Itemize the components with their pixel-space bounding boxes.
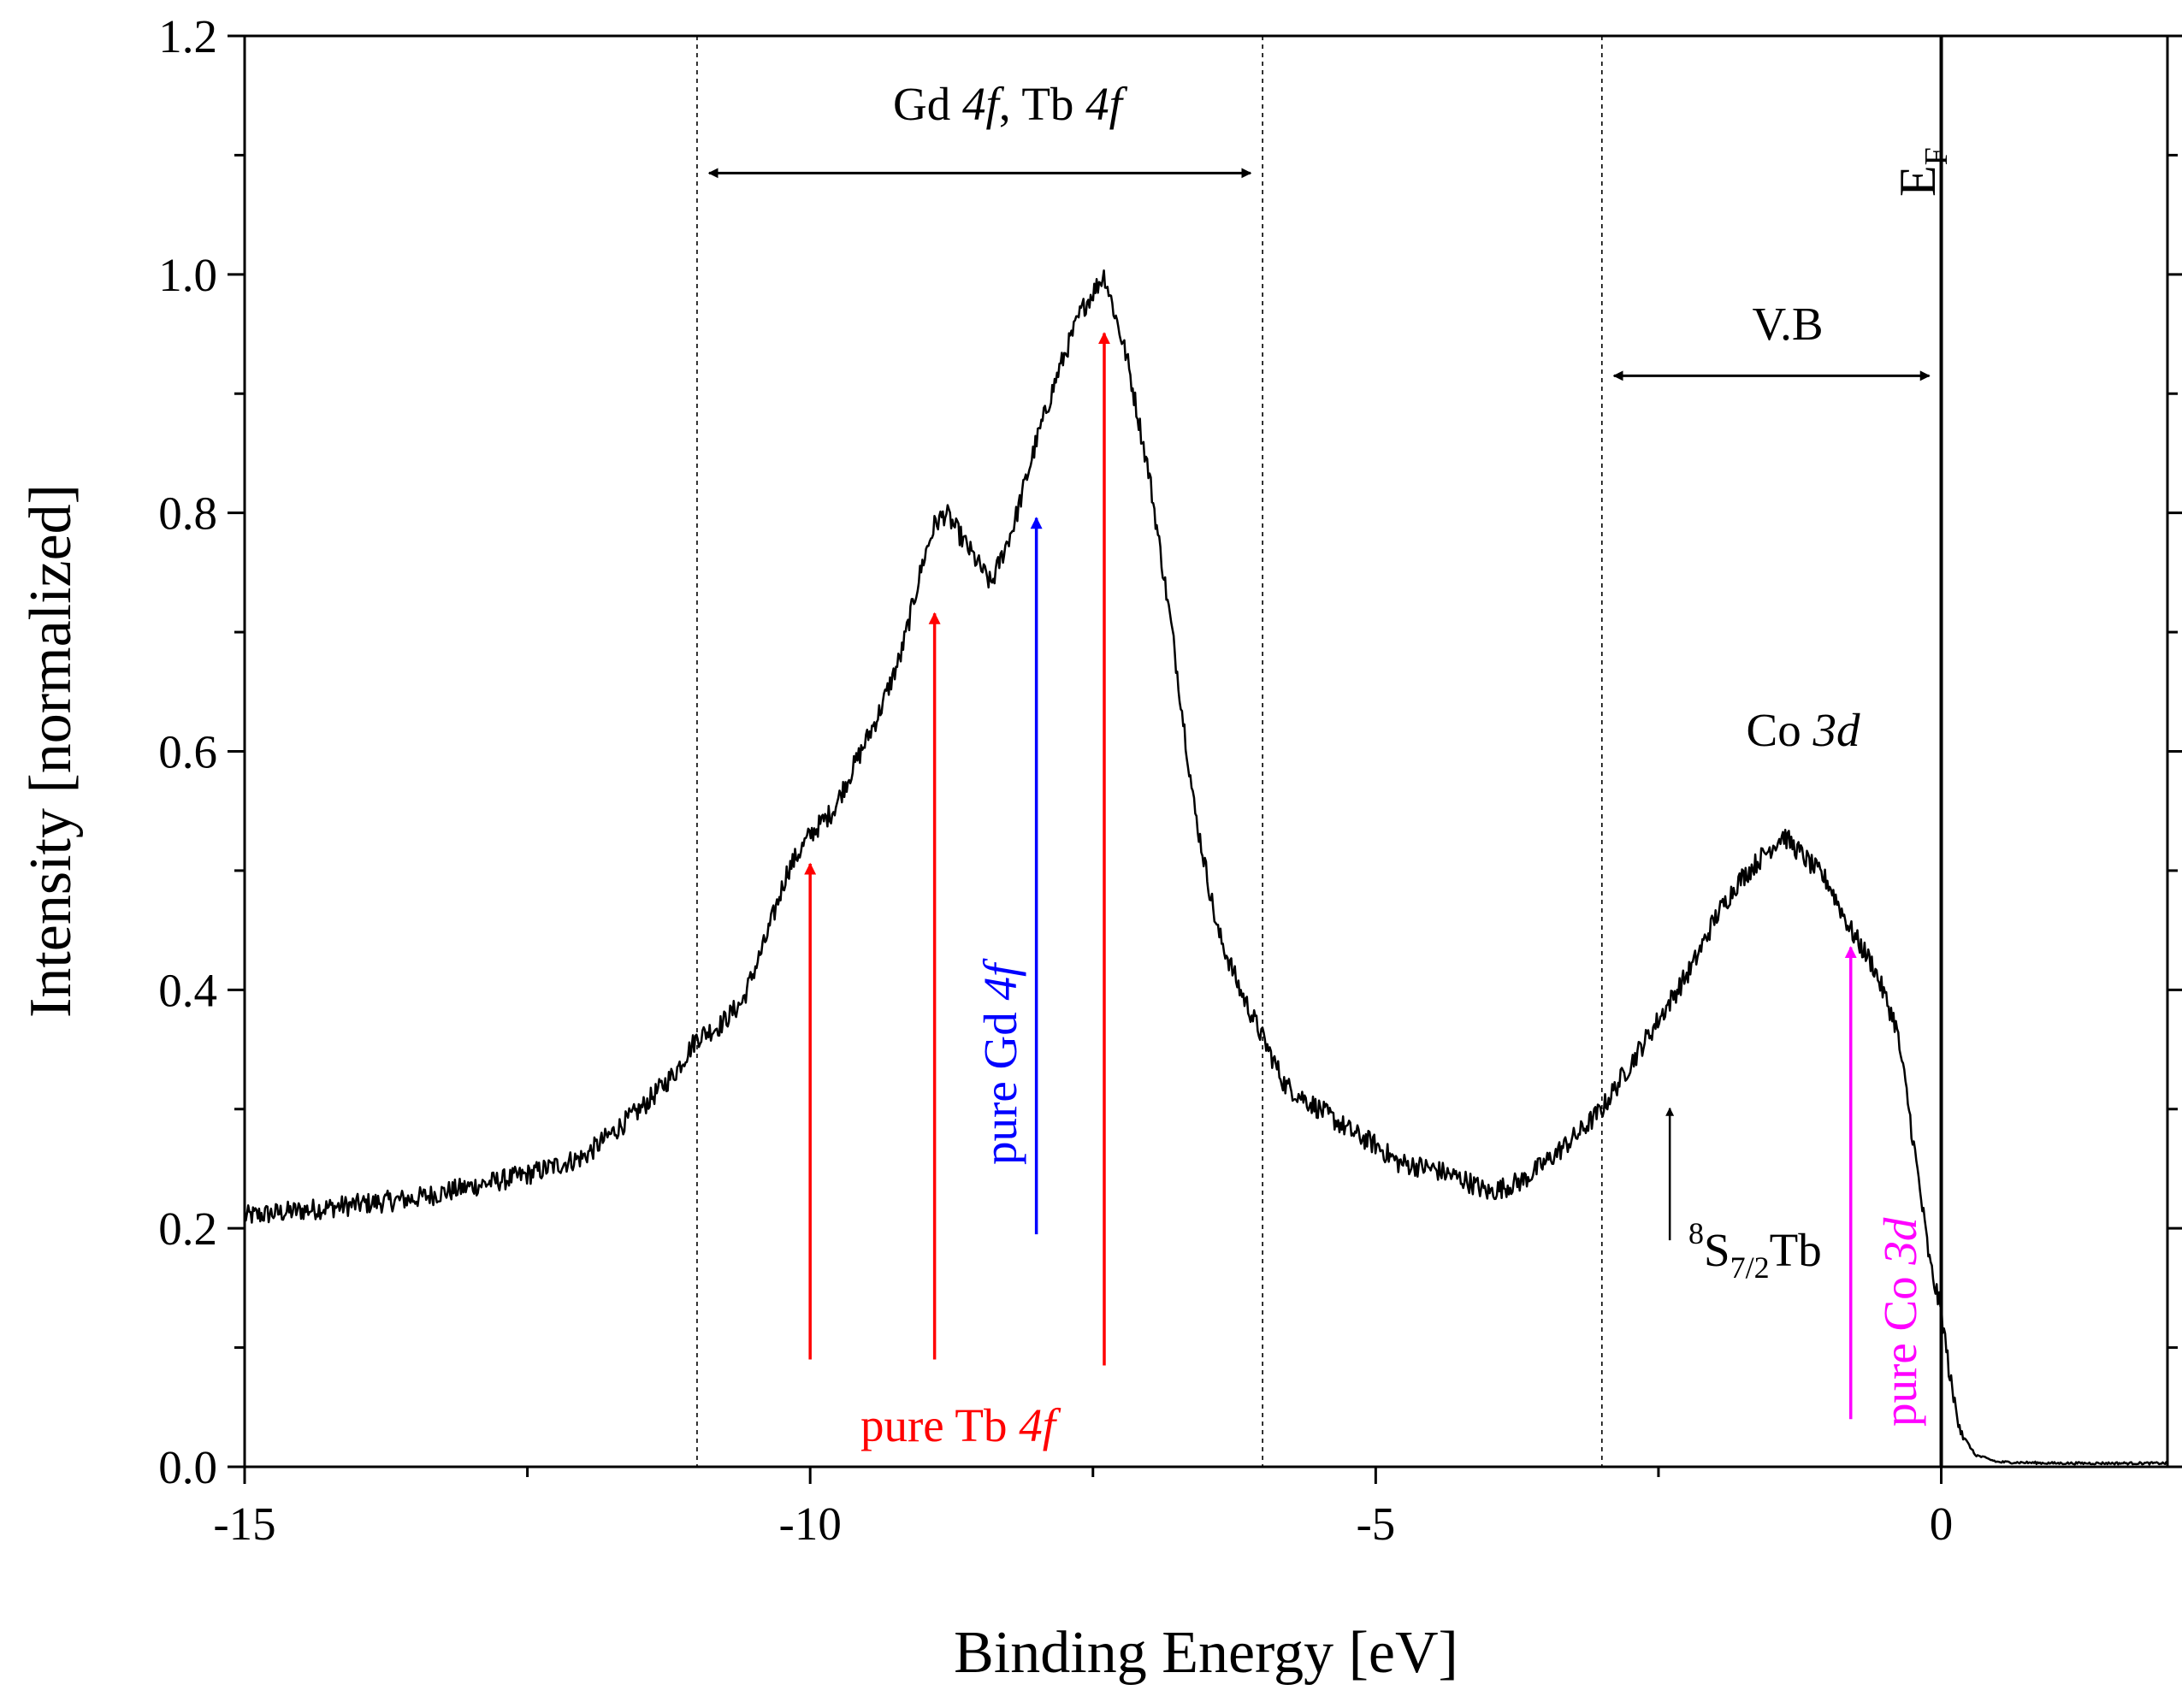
y-tick-label: 0.2 [158, 1203, 217, 1255]
x-tick-label: -10 [779, 1498, 842, 1550]
y-tick-label: 0.4 [158, 964, 217, 1016]
x-axis-title: Binding Energy [eV] [954, 1620, 1458, 1686]
x-axis-ticks: -15 -10 -5 0 [213, 1467, 1953, 1550]
fermi-level-label: EF [1889, 147, 1954, 197]
s72-tb-label: 8S7/2Tb [1688, 1216, 1822, 1285]
y-axis-ticks: 0.0 0.2 0.4 0.6 0.8 1.0 1.2 [158, 10, 2182, 1493]
y-tick-label: 0.6 [158, 726, 217, 778]
pure-tb-label: pure Tb 4f [860, 1399, 1061, 1451]
y-tick-label: 0.0 [158, 1441, 217, 1493]
y-axis-title: Intensity [normalized] [18, 484, 84, 1018]
pure-gd-label: pure Gd 4f [974, 958, 1026, 1165]
x-tick-label: -5 [1356, 1498, 1395, 1550]
x-tick-label: 0 [1930, 1498, 1954, 1550]
vb-label: V.B [1752, 298, 1823, 350]
y-tick-label: 1.0 [158, 249, 217, 301]
co3d-peak-label: Co 3d [1747, 704, 1860, 756]
reference-lines [696, 36, 1943, 1467]
y-tick-label: 1.2 [158, 10, 217, 62]
gd-tb-range-label: Gd 4f, Tb 4f [893, 78, 1128, 130]
range-arrows [707, 168, 1931, 381]
spectrum-line [243, 269, 2168, 1466]
pure-co-label: pure Co 3d [1874, 1217, 1926, 1427]
marker-arrows [804, 332, 1857, 1420]
y-tick-label: 0.8 [158, 488, 217, 540]
x-tick-label: -15 [213, 1498, 275, 1550]
